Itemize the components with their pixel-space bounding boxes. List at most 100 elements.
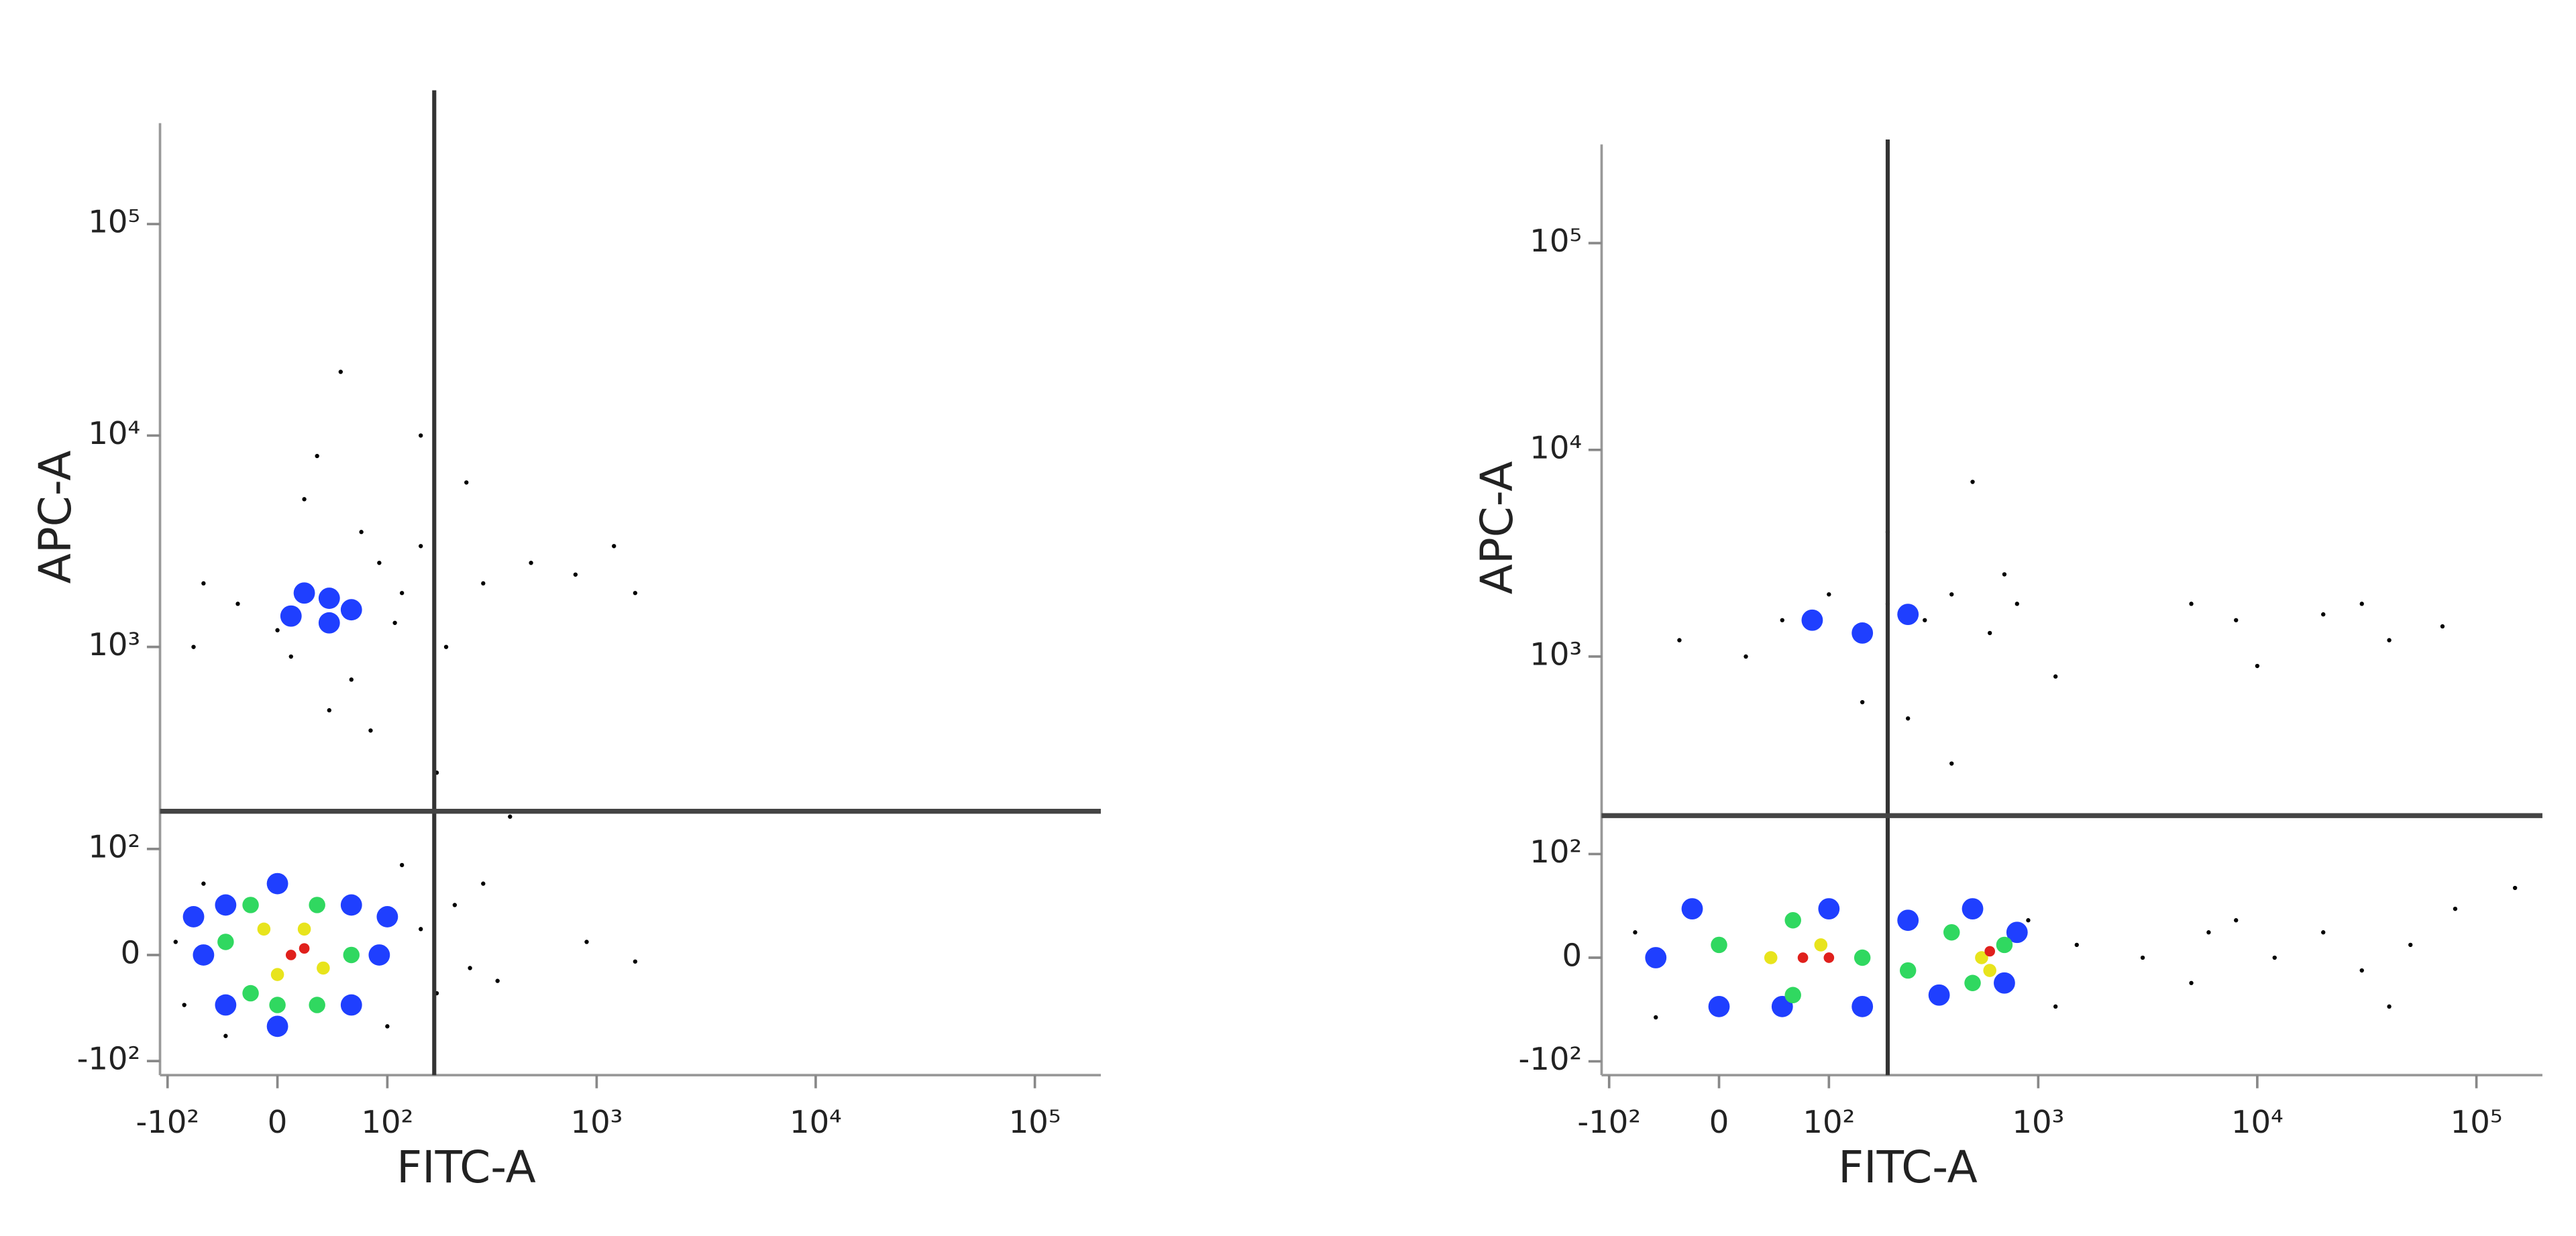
event-dot — [1851, 622, 1874, 644]
event-dot — [340, 599, 362, 621]
event-dot — [1975, 951, 1988, 964]
event-dot — [633, 591, 638, 596]
panel: -10² 0 10² 10³ 10⁴ 10⁵ -10² 0 10² 10³ 10⁴ 10⁵ FITC-A… — [1471, 139, 2542, 1193]
event-dot — [2255, 663, 2260, 669]
event-dot — [1964, 974, 1981, 991]
event-dot — [182, 1003, 186, 1007]
event-dot — [1633, 930, 1638, 935]
event-dot — [288, 654, 293, 659]
y-tick-label: 10⁴ — [88, 415, 140, 451]
event-dot — [612, 544, 616, 549]
event-dot — [201, 581, 206, 586]
event-dot — [242, 897, 259, 913]
y-tick-label: -10² — [1519, 1041, 1582, 1077]
event-dot — [2408, 942, 2413, 948]
event-dot — [452, 903, 458, 907]
event-dot — [359, 530, 364, 535]
event-dot — [223, 1033, 228, 1038]
event-dot — [327, 708, 331, 713]
event-dot — [633, 959, 638, 964]
event-dot — [1784, 987, 1801, 1003]
event-dot — [1823, 952, 1835, 963]
event-dot — [2189, 980, 2194, 985]
event-dot — [399, 862, 405, 868]
event-dot — [340, 894, 362, 916]
event-dot — [1943, 924, 1960, 941]
event-dot — [1983, 964, 1996, 977]
event-dot — [2359, 602, 2364, 606]
event-dot — [1827, 592, 1831, 597]
event-dot — [201, 881, 206, 886]
event-dot — [1711, 936, 1727, 954]
y-tick-label: 10² — [1529, 834, 1582, 870]
event-dot — [1784, 911, 1801, 929]
event-dot — [191, 644, 196, 649]
y-tick-label: 0 — [1562, 937, 1582, 973]
event-dot — [215, 894, 237, 916]
event-dot — [464, 480, 469, 485]
event-dot — [2440, 624, 2445, 629]
event-dot — [1814, 938, 1828, 952]
event-dot — [338, 370, 343, 374]
event-dot — [1996, 936, 2013, 954]
y-tick-label: 10³ — [1529, 636, 1582, 672]
event-dot — [2321, 930, 2326, 935]
event-dot — [217, 934, 234, 950]
event-dot — [280, 605, 302, 627]
event-dot — [392, 620, 397, 625]
event-dot — [318, 587, 340, 609]
event-dot — [2189, 602, 2194, 606]
event-dot — [1906, 716, 1911, 721]
event-dot — [1645, 947, 1667, 968]
x-tick-label: 0 — [1709, 1104, 1729, 1140]
event-dot — [270, 968, 284, 981]
y-tick-label: -10² — [77, 1041, 141, 1077]
event-dot — [257, 922, 271, 936]
event-dot — [309, 997, 325, 1013]
event-dot — [1928, 984, 1950, 1006]
event-dot — [193, 944, 215, 966]
event-dot — [235, 602, 240, 606]
y-axis-title: APC-A — [1471, 461, 1523, 594]
event-dot — [2053, 1004, 2058, 1009]
event-dot — [385, 1024, 390, 1029]
event-dot — [2053, 674, 2058, 679]
event-dot — [2234, 918, 2239, 923]
event-dot — [1654, 1015, 1658, 1020]
event-dot — [1988, 630, 1992, 636]
event-dot — [419, 927, 423, 932]
event-dot — [573, 572, 578, 577]
event-dot — [299, 943, 310, 954]
event-dot — [2026, 918, 2031, 923]
event-dot — [215, 994, 237, 1016]
event-dot — [1923, 618, 1927, 622]
event-dot — [1899, 962, 1917, 979]
event-dot — [368, 728, 373, 733]
event-dot — [1949, 592, 1954, 597]
event-dot — [419, 544, 423, 549]
event-dot — [349, 677, 354, 682]
x-tick-label: 0 — [268, 1104, 288, 1140]
event-dot — [2387, 1004, 2392, 1009]
event-dot — [2387, 638, 2392, 642]
event-dot — [1743, 654, 1748, 659]
event-dot — [1818, 898, 1840, 920]
event-dot — [1949, 761, 1954, 766]
event-dot — [242, 985, 259, 1002]
event-dot — [340, 994, 362, 1016]
y-tick-label: 10⁴ — [1529, 429, 1582, 465]
y-tick-label: 10⁵ — [1529, 223, 1582, 259]
y-tick-label: 10³ — [88, 626, 140, 663]
event-dot — [173, 940, 178, 944]
event-dot — [1851, 995, 1874, 1017]
event-dot — [399, 591, 405, 596]
event-dot — [368, 944, 390, 966]
event-dot — [376, 906, 398, 928]
event-dot — [1970, 480, 1975, 484]
event-dot — [481, 581, 486, 586]
event-dot — [1797, 952, 1809, 963]
x-tick-label: 10² — [361, 1104, 413, 1140]
y-axis-title: APC-A — [30, 451, 81, 584]
event-dot — [2234, 618, 2239, 622]
panel: -10² 0 10² 10³ 10⁴ 10⁵ -10² 0 10² 10³ 10⁴ 10⁵ FITC-A… — [30, 90, 1101, 1193]
